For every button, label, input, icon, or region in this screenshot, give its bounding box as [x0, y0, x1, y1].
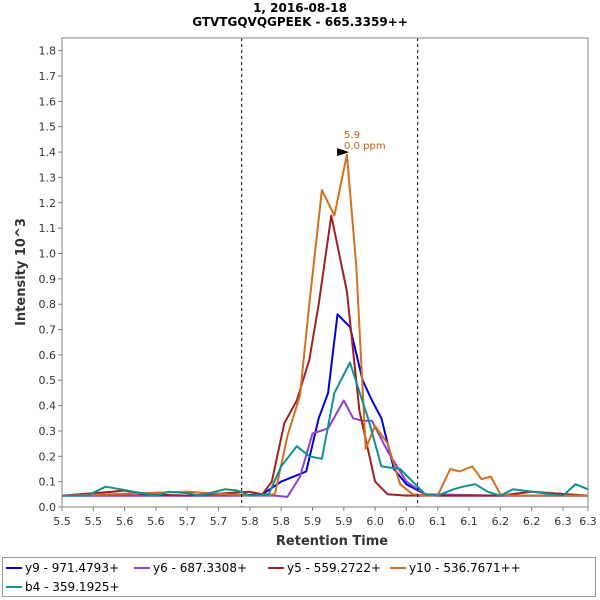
legend-item-1[interactable]: y9 - 971.4793+ [6, 560, 119, 576]
y-tick-label: 1.4 [39, 146, 57, 159]
y-tick-label: 1.6 [39, 95, 57, 108]
y-tick-label: 1.8 [39, 45, 57, 58]
peak-annotation-ppm: 0.0 ppm [344, 141, 386, 152]
plot-area[interactable] [62, 38, 588, 507]
legend-swatch [134, 567, 150, 569]
legend-item-3[interactable]: y5 - 559.2722+ [268, 560, 381, 576]
y-tick-label: 1.2 [39, 197, 57, 210]
chart-subtitle: GTVTGQVQGPEEK - 665.3359++ [192, 15, 408, 29]
series-line-4[interactable] [61, 153, 588, 497]
y-axis: 0.0 0.1 0.2 0.3 0.4 0.5 0.6 0.7 0.8 0.9 1.0 1.1 1.2 1… [39, 45, 62, 514]
y-tick-label: 0.5 [39, 374, 57, 387]
y-tick-label: 0.8 [39, 298, 57, 311]
y-tick-label: 1.1 [39, 222, 57, 235]
y-tick-label: 0.6 [39, 349, 57, 362]
peak-annotation: 5.90.0 ppm [337, 130, 386, 157]
x-tick-label: 6.3 [554, 515, 572, 528]
y-tick-label: 0.3 [39, 425, 57, 438]
x-tick-label: 6.2 [523, 515, 541, 528]
legend-swatch [6, 586, 22, 588]
legend-label: b4 - 359.1925+ [25, 580, 120, 594]
y-tick-label: 0.7 [39, 324, 57, 337]
y-tick-label: 0.0 [39, 501, 57, 514]
x-axis: 5.5 5.5 5.6 5.6 5.7 5.7 5.8 5.8 5.9 5.9 6.0 6.0 6.1 6… [53, 507, 597, 528]
x-tick-label: 6.1 [460, 515, 478, 528]
y-tick-label: 0.9 [39, 273, 57, 286]
x-tick-label: 6.3 [579, 515, 597, 528]
legend-item-5[interactable]: b4 - 359.1925+ [6, 579, 120, 595]
y-tick-label: 1.0 [39, 247, 57, 260]
legend-swatch [390, 567, 406, 569]
legend-swatch [6, 567, 22, 569]
x-tick-label: 6.1 [429, 515, 447, 528]
y-tick-label: 0.2 [39, 450, 57, 463]
series-line-5[interactable] [62, 361, 589, 497]
y-axis-label: Intensity 10^3 [14, 218, 29, 326]
peak-marker-icon [337, 148, 350, 157]
series-layer [61, 153, 589, 498]
x-tick-label: 5.7 [178, 515, 196, 528]
legend: y9 - 971.4793+ y6 - 687.3308+ y5 - 559.272… [2, 557, 596, 597]
legend-label: y10 - 536.7671++ [409, 561, 521, 575]
x-tick-label: 5.7 [210, 515, 228, 528]
plot-frame [61, 37, 589, 508]
x-tick-label: 5.6 [116, 515, 134, 528]
x-tick-label: 6.0 [366, 515, 384, 528]
legend-label: y5 - 559.2722+ [287, 561, 382, 575]
legend-swatch [268, 567, 284, 569]
x-tick-label: 5.6 [147, 515, 165, 528]
x-axis-label: Retention Time [276, 534, 388, 549]
peak-annotation-rt: 5.9 [344, 130, 360, 141]
x-tick-label: 5.8 [241, 515, 259, 528]
chart-title: 1, 2016-08-18 [253, 1, 347, 15]
x-tick-label: 5.9 [335, 515, 353, 528]
y-tick-label: 0.4 [39, 400, 57, 413]
legend-item-4[interactable]: y10 - 536.7671++ [390, 560, 521, 576]
boundary-lines [241, 38, 419, 507]
x-tick-label: 5.9 [304, 515, 322, 528]
x-tick-label: 5.8 [272, 515, 290, 528]
legend-label: y9 - 971.4793+ [25, 561, 120, 575]
x-tick-label: 6.0 [398, 515, 416, 528]
y-tick-label: 1.7 [39, 70, 57, 83]
legend-item-2[interactable]: y6 - 687.3308+ [134, 560, 247, 576]
x-tick-label: 5.5 [85, 515, 103, 528]
x-tick-label: 6.2 [492, 515, 510, 528]
y-tick-label: 1.3 [39, 171, 57, 184]
y-tick-label: 0.1 [39, 476, 57, 489]
legend-label: y6 - 687.3308+ [153, 561, 248, 575]
y-tick-label: 1.5 [39, 121, 57, 134]
x-tick-label: 5.5 [53, 515, 71, 528]
